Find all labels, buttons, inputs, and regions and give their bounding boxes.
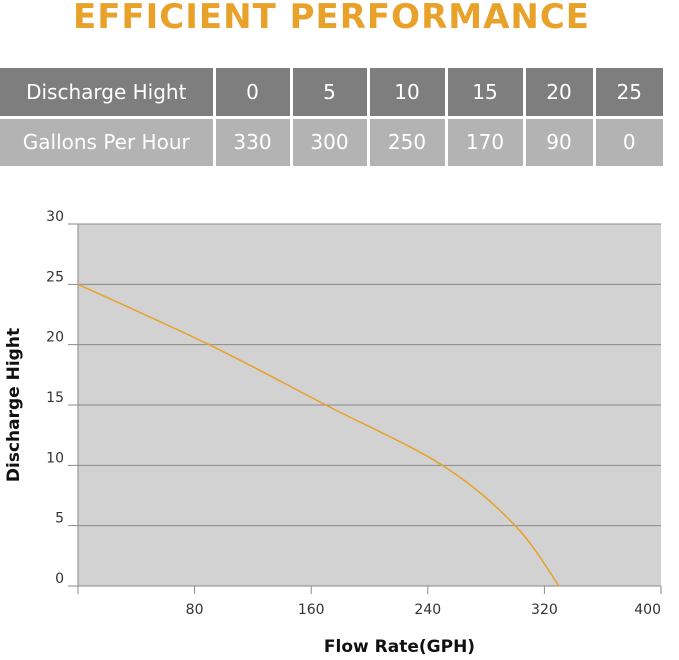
table-cell: 90 [524,117,596,166]
table-cell: 5 [291,68,370,119]
x-tick-label: 320 [531,602,558,618]
table-cell: 15 [446,68,526,119]
y-tick-label: 30 [46,209,64,225]
y-tick-label: 10 [46,450,64,466]
grid-lines [68,223,662,594]
x-tick-label: 160 [298,602,325,618]
table-cell: 20 [524,68,596,119]
table-cell: 10 [368,68,448,119]
table-cell: 25 [594,68,663,119]
performance-chart: 0 5 10 15 20 25 30 80 160 240 320 400 Flow Rate(GPH… [4,209,662,657]
table-cell: 0 [214,68,293,119]
page-title: EFFICIENT PERFORMANCE [72,0,591,37]
table-cell: 170 [446,117,526,166]
table-cell: Discharge Hight [0,68,216,119]
performance-table: Discharge Hight 0 5 10 15 20 25 Gallons … [0,68,663,166]
table-cell: 0 [594,117,663,166]
y-tick-label: 15 [46,390,64,406]
y-tick-label: 5 [55,511,64,527]
y-tick-label: 25 [46,269,64,285]
y-tick-label: 20 [46,330,64,346]
table-cell: 250 [368,117,448,166]
table-row: Discharge Hight 0 5 10 15 20 25 [0,68,663,119]
table-row: Gallons Per Hour 330 300 250 170 90 0 [0,117,663,166]
tick-labels: 0 5 10 15 20 25 30 80 160 240 320 400 [46,209,661,618]
x-tick-label: 240 [414,602,441,618]
table-cell: 300 [291,117,370,166]
y-tick-label: 0 [55,571,64,587]
table-cell: Gallons Per Hour [0,117,216,166]
x-axis-title: Flow Rate(GPH) [324,637,475,657]
y-axis-title: Discharge Hight [4,328,24,482]
x-tick-label: 400 [634,602,661,618]
x-tick-label: 80 [186,602,204,618]
series-line [77,283,560,587]
table-cell: 330 [214,117,293,166]
